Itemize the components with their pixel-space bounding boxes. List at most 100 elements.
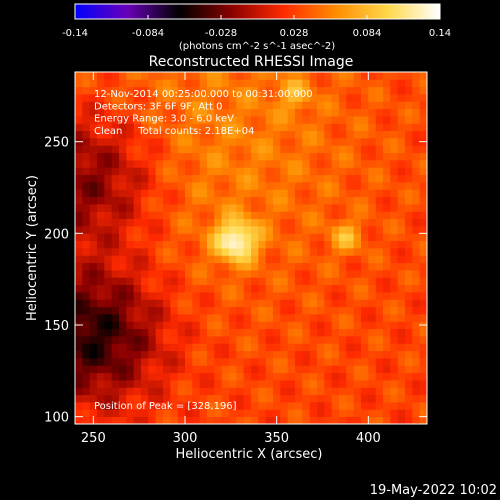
- heatmap-cell: [214, 108, 223, 117]
- heatmap-cell: [126, 240, 135, 249]
- heatmap-cell: [148, 189, 157, 198]
- heatmap-cell: [412, 336, 421, 344]
- heatmap-cell: [82, 372, 91, 381]
- heatmap-cell: [89, 240, 98, 249]
- heatmap-cell: [243, 145, 252, 154]
- y-tick-label: 200: [44, 227, 69, 242]
- heatmap-cell: [317, 152, 325, 161]
- heatmap-cell: [207, 394, 215, 403]
- heatmap-cell: [170, 365, 179, 374]
- heatmap-cell: [361, 240, 369, 249]
- heatmap-cell: [111, 380, 120, 388]
- heatmap-cell: [177, 79, 186, 88]
- heatmap-cell: [214, 174, 223, 183]
- heatmap-cell: [397, 101, 406, 110]
- heatmap-cell: [192, 226, 201, 234]
- heatmap-cell: [104, 101, 113, 110]
- heatmap-cell: [97, 248, 105, 256]
- heatmap-cell: [375, 101, 384, 110]
- x-tick-label: 300: [173, 431, 198, 446]
- heatmap-cell: [324, 218, 333, 227]
- heatmap-cell: [383, 402, 391, 410]
- colorbar-tick-label: -0.084: [132, 28, 164, 39]
- heatmap-cell: [119, 270, 127, 278]
- heatmap-cell: [141, 182, 149, 190]
- heatmap-cell: [133, 130, 142, 139]
- heatmap-cell: [331, 416, 340, 424]
- heatmap-cell: [89, 226, 98, 234]
- heatmap-cell: [331, 380, 340, 388]
- heatmap-cell: [199, 174, 208, 183]
- heatmap-cell: [207, 240, 215, 249]
- heatmap-cell: [170, 416, 179, 424]
- heatmap-cell: [75, 292, 83, 300]
- heatmap-cell: [111, 372, 120, 381]
- heatmap-cell: [397, 189, 406, 198]
- heatmap-cell: [214, 240, 223, 249]
- heatmap-cell: [287, 226, 296, 234]
- heatmap-cell: [361, 380, 369, 388]
- heatmap-cell: [331, 402, 340, 410]
- heatmap-cell: [353, 270, 362, 278]
- heatmap-cell: [126, 226, 135, 234]
- heatmap-cell: [177, 167, 186, 176]
- heatmap-cell: [155, 380, 164, 388]
- heatmap-cell: [280, 365, 289, 374]
- heatmap-cell: [258, 321, 267, 330]
- heatmap-cell: [287, 402, 296, 410]
- heatmap-cell: [236, 123, 245, 132]
- heatmap-cell: [207, 204, 215, 212]
- heatmap-cell: [339, 358, 347, 366]
- heatmap-cell: [75, 387, 83, 396]
- heatmap-cell: [368, 387, 377, 396]
- heatmap-cell: [383, 314, 391, 322]
- heatmap-cell: [390, 116, 399, 124]
- heatmap-cell: [331, 226, 340, 234]
- heatmap-cell: [82, 79, 91, 88]
- heatmap-cell: [97, 211, 105, 220]
- heatmap-cell: [287, 108, 296, 117]
- heatmap-cell: [170, 409, 179, 418]
- heatmap-cell: [75, 218, 83, 227]
- heatmap-cell: [368, 270, 377, 278]
- heatmap-cell: [214, 248, 223, 256]
- heatmap-cell: [309, 372, 318, 381]
- heatmap-cell: [324, 299, 333, 308]
- heatmap-cell: [133, 211, 142, 220]
- heatmap-cell: [412, 350, 421, 359]
- heatmap-cell: [236, 86, 245, 95]
- heatmap-cell: [361, 160, 369, 168]
- heatmap-cell: [251, 145, 259, 154]
- heatmap-cell: [243, 233, 252, 242]
- heatmap-cell: [185, 182, 193, 190]
- heatmap-cell: [229, 130, 237, 139]
- heatmap-cell: [302, 372, 311, 381]
- heatmap-cell: [361, 277, 369, 286]
- heatmap-cell: [317, 314, 325, 322]
- heatmap-cell: [221, 365, 230, 374]
- heatmap-cell: [192, 284, 201, 293]
- heatmap-cell: [82, 328, 91, 337]
- heatmap-cell: [397, 145, 406, 154]
- heatmap-cell: [390, 394, 399, 403]
- heatmap-cell: [89, 130, 98, 139]
- heatmap-cell: [111, 160, 120, 168]
- heatmap-cell: [221, 299, 230, 308]
- heatmap-cell: [258, 174, 267, 183]
- heatmap-cell: [397, 174, 406, 183]
- heatmap-cell: [251, 277, 259, 286]
- heatmap-cell: [353, 387, 362, 396]
- heatmap-cell: [126, 380, 135, 388]
- heatmap-cell: [383, 138, 391, 146]
- heatmap-cell: [133, 328, 142, 337]
- heatmap-cell: [148, 72, 157, 80]
- heatmap-cell: [251, 358, 259, 366]
- heatmap-cell: [111, 101, 120, 110]
- heatmap-cell: [221, 284, 230, 293]
- heatmap-cell: [346, 380, 355, 388]
- heatmap-cell: [258, 416, 267, 424]
- heatmap-cell: [251, 321, 259, 330]
- heatmap-cell: [331, 343, 340, 352]
- heatmap-cell: [97, 277, 105, 286]
